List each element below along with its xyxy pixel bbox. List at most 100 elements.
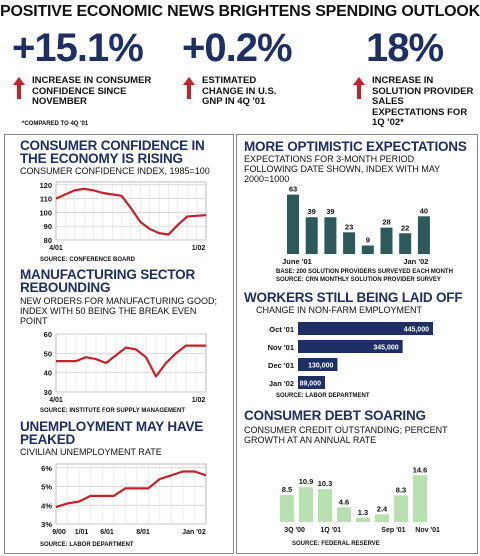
x-tick-label: Jan '02: [182, 529, 206, 536]
manufacturing-subtitle: NEW ORDERS FOR MANUFACTURING GOOD; INDEX…: [20, 296, 218, 326]
x-tick-label: 1/02: [192, 397, 206, 404]
series-line: [55, 187, 207, 236]
bar: [305, 217, 318, 254]
plot-area: [55, 463, 207, 525]
debt-chart: 8.5 10.9 10.3 4.6 1.3 2.4 8.3 14.6 3Q '00 1Q '01 S…: [280, 465, 440, 534]
x-tick-label: 4/01: [49, 245, 63, 252]
plot-area: [55, 333, 207, 393]
data-label: 345,000: [373, 345, 398, 352]
category-label: Dec '01: [268, 361, 294, 370]
x-tick-label: Nov '01: [415, 527, 440, 534]
x-tick-label: 6/01: [100, 529, 114, 536]
category-label: Nov '01: [268, 343, 294, 352]
bar: [280, 494, 294, 522]
banner: POSITIVE ECONOMIC NEWS BRIGHTENS SPENDIN…: [0, 0, 480, 24]
optimistic-chart: 63 39 39 23 9 28 22 40 June '01 Jan '02: [282, 185, 430, 266]
x-tick-label: Jan '02: [403, 257, 428, 266]
bar: [298, 358, 338, 371]
bar: [380, 227, 393, 254]
y-tick-label: 110: [40, 195, 52, 204]
layoffs-title: WORKERS STILL BEING LAID OFF: [244, 290, 463, 305]
stat-sales-expectations: 18% INCREASE IN SOLUTION PROVIDER SALES …: [352, 26, 473, 128]
bar: [356, 517, 370, 522]
up-arrow-icon: [183, 77, 195, 99]
layoffs-source: SOURCE: LABOR DEPARTMENT: [276, 393, 370, 399]
stat-desc: INCREASE IN SOLUTION PROVIDER SALES EXPE…: [372, 75, 474, 128]
x-tick-label: 8/01: [136, 529, 150, 536]
page-title: POSITIVE ECONOMIC NEWS BRIGHTENS SPENDIN…: [0, 3, 480, 20]
data-label: 23: [345, 222, 353, 231]
bar: [299, 487, 313, 522]
optimistic-source: SOURCE: CRN MONTHLY SOLUTION PROVIDER SU…: [276, 277, 441, 283]
data-label: 22: [401, 223, 409, 232]
x-tick-label: 1Q '01: [320, 527, 341, 534]
data-label: 2.4: [377, 504, 388, 513]
data-label: 39: [326, 207, 334, 216]
data-label: 40: [420, 206, 428, 215]
data-label: 8.3: [396, 485, 406, 494]
bar: [298, 340, 403, 353]
data-label: 39: [308, 207, 316, 216]
unemployment-title: UNEMPLOYMENT MAY HAVE PEAKED: [20, 419, 204, 447]
x-tick-label: 4/01: [49, 397, 63, 404]
y-tick-label: 80: [44, 236, 52, 245]
stat-value: +15.1%: [12, 26, 144, 70]
optimistic-subtitle: EXPECTATIONS FOR 3-MONTH PERIOD FOLLOWIN…: [244, 154, 441, 184]
manufacturing-title: MANUFACTURING SECTOR REBOUNDING: [20, 267, 196, 295]
debt-subtitle: CONSUMER CREDIT OUTSTANDING; PERCENT GRO…: [244, 425, 448, 445]
data-label: 28: [382, 218, 390, 227]
y-tick-label: 4%: [41, 501, 52, 510]
x-tick-label: June '01: [282, 257, 312, 266]
manufacturing-chart: 30 40 50 60 4/01 1/02: [44, 330, 207, 404]
series-line: [55, 470, 207, 509]
x-tick-label: 3Q '00: [284, 527, 305, 534]
bar: [413, 475, 427, 522]
data-label: 89,000: [300, 381, 322, 388]
data-label: 445,000: [404, 327, 429, 334]
category-label: Oct '01: [269, 325, 294, 334]
stat-value: 18%: [366, 26, 444, 70]
stat-gnp: +0.2% ESTIMATED CHANGE IN U.S. GNP IN 4Q…: [182, 26, 293, 107]
right-panel: [236, 134, 478, 554]
data-label: 10.3: [318, 479, 333, 488]
series-line: [56, 344, 206, 378]
footnote: *COMPARED TO 4Q '01: [22, 121, 89, 127]
data-label: 10.9: [299, 477, 314, 486]
y-tick-label: 40: [44, 369, 52, 378]
layoffs-chart: Oct '01 445,000 Nov '01 345,000 Dec '01 130,0…: [268, 322, 433, 389]
y-tick-label: 60: [44, 330, 52, 339]
bar: [375, 514, 389, 522]
manufacturing-source: SOURCE: INSTITUTE FOR SUPPLY MANAGEMENT: [40, 408, 186, 414]
stat-consumer-confidence: +15.1% INCREASE IN CONSUMER CONFIDENCE S…: [12, 26, 151, 107]
data-label: 1.3: [358, 508, 368, 517]
y-tick-label: 120: [39, 181, 52, 190]
bar: [343, 232, 356, 254]
stat-desc: INCREASE IN CONSUMER CONFIDENCE SINCE NO…: [32, 75, 152, 107]
category-label: Jan '02: [269, 379, 294, 388]
data-label: 9: [366, 236, 370, 245]
bar: [417, 216, 430, 254]
y-tick-label: 6%: [41, 464, 52, 473]
bar: [298, 322, 433, 335]
y-tick-label: 100: [39, 208, 52, 217]
y-tick-label: 90: [44, 222, 52, 231]
data-label: 4.6: [339, 497, 349, 506]
bar: [324, 217, 337, 254]
data-label: 63: [289, 185, 297, 194]
x-tick-label: 1/02: [192, 245, 206, 252]
unemployment-subtitle: CIVILIAN UNEMPLOYMENT RATE: [20, 447, 162, 457]
up-arrow-icon: [353, 77, 365, 99]
x-tick-label: Sep '01: [381, 527, 405, 534]
data-label: 8.5: [282, 485, 292, 494]
optimistic-source-base: BASE: 200 SOLUTION PROVIDERS SURVEYED EA…: [276, 269, 453, 275]
stat-value: +0.2%: [182, 26, 293, 70]
debt-source: SOURCE: FEDERAL RESERVE: [292, 541, 380, 547]
bar: [394, 495, 408, 522]
y-tick-label: 50: [44, 349, 52, 358]
unemployment-source: SOURCE: LABOR DEPARTMENT: [40, 542, 134, 548]
confidence-chart: 80 90 100 110 120 4/01 1/02: [39, 181, 207, 252]
stat-desc: ESTIMATED CHANGE IN U.S. GNP IN 4Q '01: [202, 75, 277, 107]
bar: [337, 507, 351, 522]
y-tick-label: 30: [44, 388, 52, 397]
bar: [361, 245, 374, 254]
